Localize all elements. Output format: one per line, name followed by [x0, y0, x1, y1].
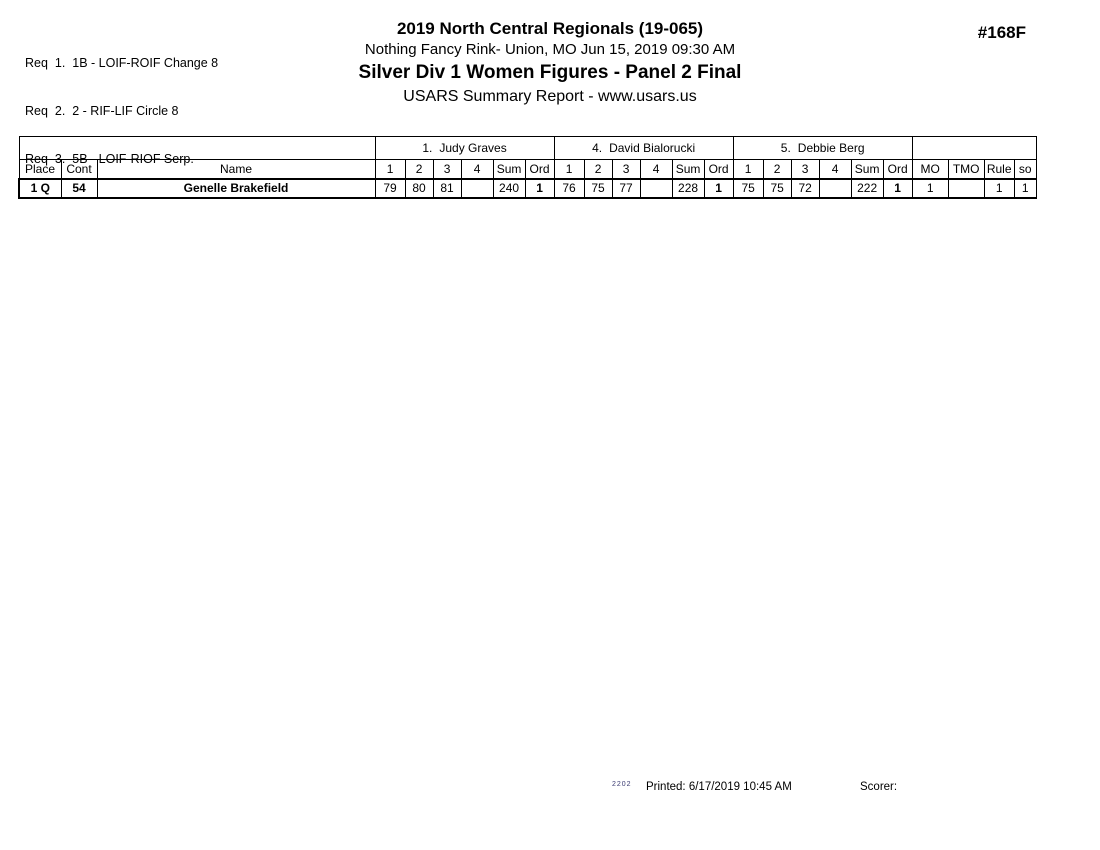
j2-score3-cell: 77	[611, 177, 641, 199]
competitor-name-cell: Genelle Brakefield	[96, 177, 376, 199]
j2-ord-cell: 1	[703, 177, 734, 199]
header-mo: MO	[911, 159, 949, 179]
header-j2-score3: 3	[611, 159, 641, 179]
judge-row-spacer-right	[911, 136, 1037, 160]
header-cont: Cont	[60, 159, 98, 179]
header-j3-score3: 3	[790, 159, 820, 179]
header-j3-score4: 4	[818, 159, 852, 179]
j1-score3-cell: 81	[432, 177, 462, 199]
j3-score3-cell: 72	[790, 177, 820, 199]
header-title-block: 2019 North Central Regionals (19-065) No…	[0, 18, 1100, 108]
competitor-row: 1 Q 54 Genelle Brakefield 79 80 81 240 1…	[18, 177, 1037, 199]
column-header-row: Place Cont Name 1 2 3 4 Sum Ord 1 2 3 4 …	[18, 159, 1037, 179]
header-name: Name	[96, 159, 376, 179]
header-j1-score4: 4	[460, 159, 494, 179]
requirement-line-2: Req 2. 2 - RIF-LIF Circle 8	[25, 104, 179, 118]
header-j3-ord: Ord	[882, 159, 913, 179]
header-j3-score2: 2	[762, 159, 792, 179]
header-place: Place	[18, 159, 62, 179]
judge-2-name-cell: 4. David Bialorucki	[553, 136, 734, 160]
header-j1-sum: Sum	[492, 159, 526, 179]
header-so: so	[1013, 159, 1037, 179]
header-j3-score1: 1	[732, 159, 764, 179]
venue-date: Nothing Fancy Rink- Union, MO Jun 15, 20…	[364, 41, 736, 58]
place-cell: 1 Q	[18, 177, 62, 199]
footer-version-code: 2202	[612, 781, 632, 788]
tmo-cell	[947, 177, 985, 199]
judge-3-name: Debbie Berg	[797, 141, 865, 155]
judge-1-name: Judy Graves	[439, 141, 507, 155]
header-j2-score2: 2	[583, 159, 613, 179]
header-j3-sum: Sum	[850, 159, 884, 179]
header-j2-score4: 4	[639, 159, 673, 179]
header-rule: Rule	[983, 159, 1015, 179]
j3-score2-cell: 75	[762, 177, 792, 199]
header-j1-score2: 2	[404, 159, 434, 179]
rule-cell: 1	[983, 177, 1015, 199]
mo-cell: 1	[911, 177, 949, 199]
j3-ord-cell: 1	[882, 177, 913, 199]
j3-score4-cell	[818, 177, 852, 199]
event-name: 2019 North Central Regionals (19-065)	[396, 19, 704, 38]
j2-score1-cell: 76	[553, 177, 585, 199]
j2-sum-cell: 228	[671, 177, 705, 199]
j1-score2-cell: 80	[404, 177, 434, 199]
requirement-line-1: Req 1. 1B - LOIF-ROIF Change 8	[25, 56, 219, 70]
j1-sum-cell: 240	[492, 177, 526, 199]
results-table: 1. Judy Graves 4. David Bialorucki 5. Debbi…	[18, 136, 1037, 199]
header-j1-ord: Ord	[524, 159, 555, 179]
judge-1-name-cell: 1. Judy Graves	[374, 136, 555, 160]
header-j2-score1: 1	[553, 159, 585, 179]
printed-timestamp: Printed: 6/17/2019 10:45 AM	[646, 781, 792, 793]
header-tmo: TMO	[947, 159, 985, 179]
scorer-label: Scorer:	[860, 781, 898, 793]
contestant-number-cell: 54	[60, 177, 98, 199]
j2-score2-cell: 75	[583, 177, 613, 199]
header-j2-ord: Ord	[703, 159, 734, 179]
report-type: USARS Summary Report - www.usars.us	[403, 88, 697, 105]
judge-3-number: 5.	[780, 141, 791, 155]
judge-2-number: 4.	[592, 141, 603, 155]
division-title: Silver Div 1 Women Figures - Panel 2 Fin…	[358, 62, 742, 83]
header-j1-score1: 1	[374, 159, 406, 179]
header-j1-score3: 3	[432, 159, 462, 179]
judge-header-row: 1. Judy Graves 4. David Bialorucki 5. Debbi…	[18, 136, 1037, 160]
judge-2-name: David Bialorucki	[609, 141, 696, 155]
judge-1-number: 1.	[422, 141, 433, 155]
report-number: #168F	[977, 23, 1026, 42]
judge-3-name-cell: 5. Debbie Berg	[732, 136, 913, 160]
judge-row-spacer-left	[18, 136, 376, 160]
so-cell: 1	[1013, 177, 1037, 199]
j2-score4-cell	[639, 177, 673, 199]
j3-score1-cell: 75	[732, 177, 764, 199]
header-j2-sum: Sum	[671, 159, 705, 179]
j1-score4-cell	[460, 177, 494, 199]
j1-score1-cell: 79	[374, 177, 406, 199]
j1-ord-cell: 1	[524, 177, 555, 199]
j3-sum-cell: 222	[850, 177, 884, 199]
